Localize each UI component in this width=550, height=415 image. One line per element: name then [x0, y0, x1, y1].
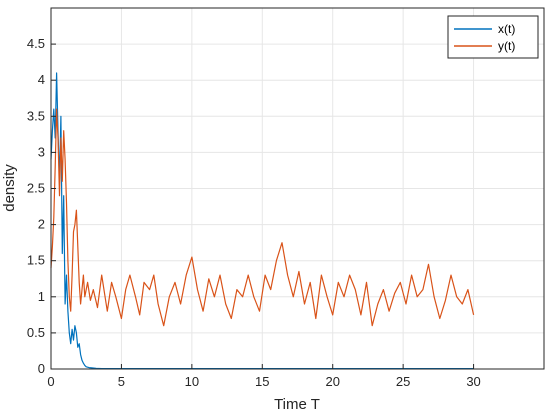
legend: x(t) y(t)	[447, 15, 539, 59]
y-tick-label: 2.5	[27, 181, 45, 196]
x-tick-label: 0	[47, 374, 54, 389]
legend-entry-label: x(t)	[498, 22, 515, 36]
y-tick-label: 1.5	[27, 253, 45, 268]
y-tick-label: 0.5	[27, 325, 45, 340]
y-axis-label: density	[1, 164, 18, 212]
legend-entry-label: y(t)	[498, 39, 515, 53]
y-tick-label: 1	[38, 289, 45, 304]
y-tick-label: 3.5	[27, 108, 45, 123]
x-tick-label: 10	[185, 374, 199, 389]
x-tick-label: 5	[118, 374, 125, 389]
x-tick-label: 30	[466, 374, 480, 389]
axes-box	[50, 7, 545, 370]
axes-layer: 0 5 10 15 20 25 30 0 0.5 1 1.5 2 2.5 3 3.5 4 4.5	[27, 7, 545, 389]
legend-box	[447, 15, 539, 59]
y-tick-label: 4.5	[27, 36, 45, 51]
y-tick-label: 3	[38, 144, 45, 159]
y-tick-label: 2	[38, 217, 45, 232]
y-tick-label: 4	[38, 72, 45, 87]
series-line-y	[50, 108, 475, 327]
y-tick-label: 0	[38, 361, 45, 376]
x-tick-label: 20	[325, 374, 339, 389]
x-tick-label: 25	[396, 374, 410, 389]
x-tick-label: 15	[255, 374, 269, 389]
x-axis-label: Time T	[274, 396, 320, 413]
